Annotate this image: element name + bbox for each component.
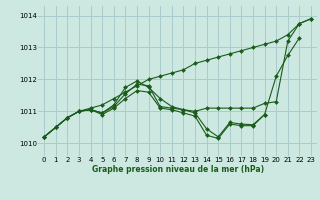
X-axis label: Graphe pression niveau de la mer (hPa): Graphe pression niveau de la mer (hPa): [92, 165, 264, 174]
